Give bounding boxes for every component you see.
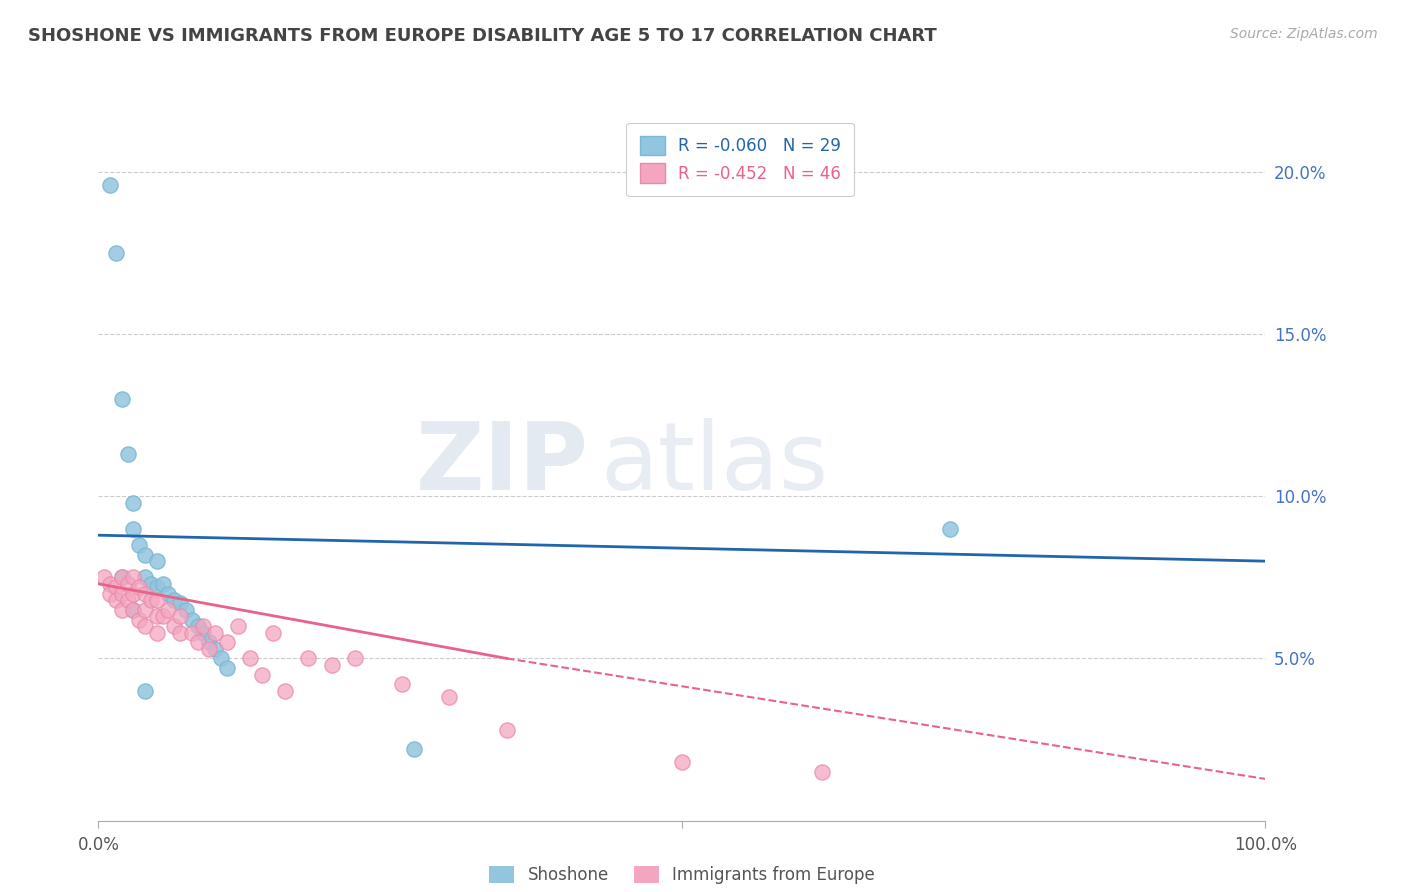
- Point: [93, 570, 115, 584]
- Point: [104, 580, 127, 594]
- Point: [157, 603, 180, 617]
- Text: ZIP: ZIP: [416, 417, 589, 510]
- Point: [98, 586, 121, 600]
- Point: [122, 522, 145, 536]
- Point: [146, 580, 169, 594]
- Point: [187, 635, 209, 649]
- Point: [146, 593, 169, 607]
- Point: [128, 613, 150, 627]
- Point: [157, 586, 180, 600]
- Point: [321, 657, 343, 672]
- Point: [180, 613, 202, 627]
- Point: [98, 577, 121, 591]
- Point: [122, 603, 145, 617]
- Point: [250, 667, 273, 681]
- Point: [117, 447, 139, 461]
- Point: [198, 641, 221, 656]
- Point: [198, 635, 221, 649]
- Point: [98, 178, 121, 192]
- Text: atlas: atlas: [600, 417, 828, 510]
- Point: [111, 570, 134, 584]
- Point: [146, 625, 169, 640]
- Text: SHOSHONE VS IMMIGRANTS FROM EUROPE DISABILITY AGE 5 TO 17 CORRELATION CHART: SHOSHONE VS IMMIGRANTS FROM EUROPE DISAB…: [28, 27, 936, 45]
- Point: [187, 619, 209, 633]
- Point: [104, 246, 127, 260]
- Point: [163, 593, 186, 607]
- Point: [139, 593, 162, 607]
- Point: [344, 651, 367, 665]
- Point: [204, 641, 226, 656]
- Text: Source: ZipAtlas.com: Source: ZipAtlas.com: [1230, 27, 1378, 41]
- Point: [134, 570, 156, 584]
- Point: [274, 684, 297, 698]
- Point: [134, 548, 156, 562]
- Point: [262, 625, 284, 640]
- Point: [152, 577, 174, 591]
- Point: [180, 625, 202, 640]
- Point: [169, 625, 191, 640]
- Point: [228, 619, 250, 633]
- Point: [146, 554, 169, 568]
- Point: [128, 580, 150, 594]
- Point: [134, 603, 156, 617]
- Point: [169, 596, 191, 610]
- Point: [104, 593, 127, 607]
- Point: [215, 635, 238, 649]
- Point: [209, 651, 232, 665]
- Point: [122, 570, 145, 584]
- Point: [495, 723, 517, 737]
- Point: [193, 619, 215, 633]
- Point: [128, 538, 150, 552]
- Legend: Shoshone, Immigrants from Europe: Shoshone, Immigrants from Europe: [482, 859, 882, 891]
- Point: [174, 603, 197, 617]
- Point: [297, 651, 319, 665]
- Point: [122, 603, 145, 617]
- Point: [215, 661, 238, 675]
- Point: [139, 577, 162, 591]
- Point: [193, 625, 215, 640]
- Point: [134, 586, 156, 600]
- Point: [939, 522, 962, 536]
- Point: [122, 496, 145, 510]
- Point: [111, 570, 134, 584]
- Point: [111, 392, 134, 406]
- Point: [169, 609, 191, 624]
- Point: [146, 609, 169, 624]
- Point: [117, 577, 139, 591]
- Point: [152, 609, 174, 624]
- Point: [391, 677, 413, 691]
- Point: [437, 690, 460, 705]
- Point: [671, 756, 693, 770]
- Point: [811, 764, 834, 779]
- Point: [117, 593, 139, 607]
- Point: [111, 586, 134, 600]
- Point: [134, 619, 156, 633]
- Point: [402, 742, 425, 756]
- Point: [134, 684, 156, 698]
- Point: [122, 586, 145, 600]
- Point: [163, 619, 186, 633]
- Point: [204, 625, 226, 640]
- Point: [239, 651, 262, 665]
- Point: [111, 603, 134, 617]
